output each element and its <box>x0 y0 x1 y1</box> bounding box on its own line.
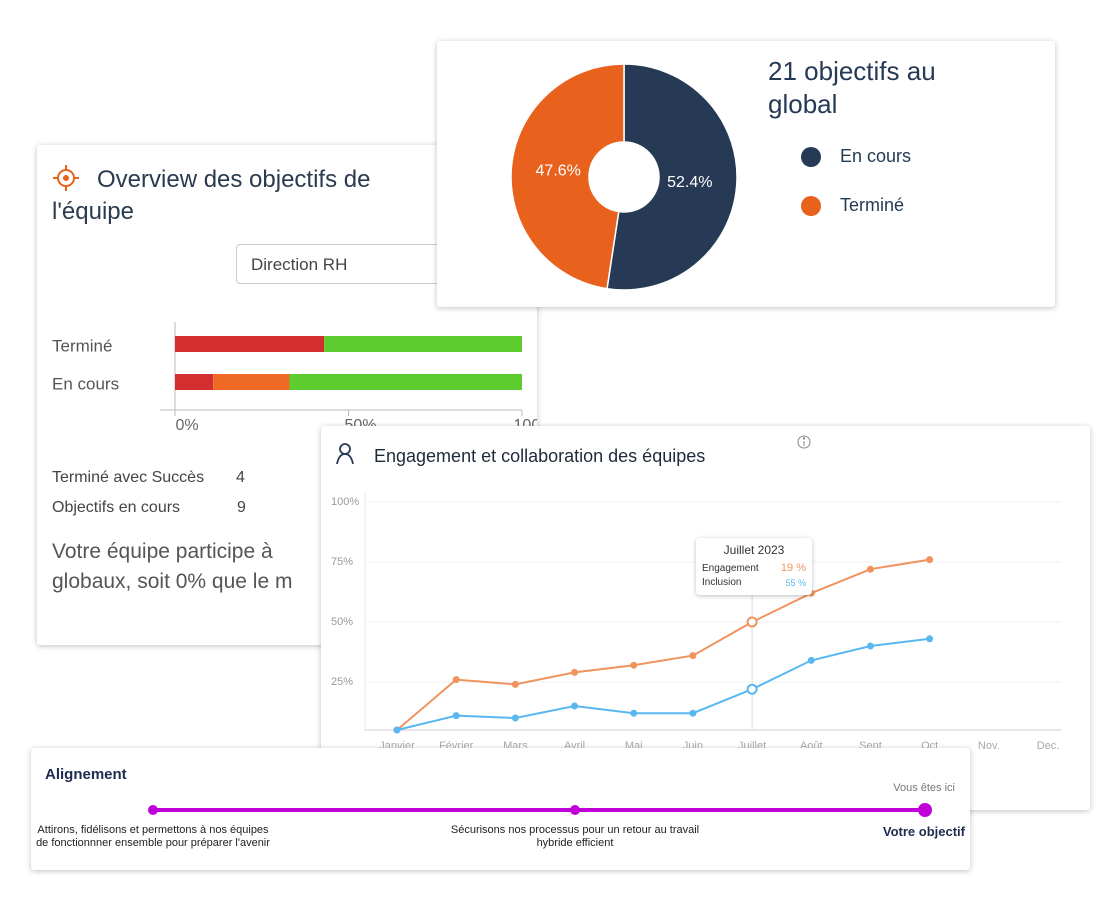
overview-title: Overview des objectifs de l'équipe <box>52 166 371 225</box>
pie-slice <box>510 63 625 290</box>
tooltip-value: 19 % <box>780 562 806 574</box>
point <box>511 714 519 722</box>
y-tick-label: 50% <box>331 616 353 628</box>
y-tick-label: Terminé <box>52 336 112 355</box>
stat-value: 9 <box>237 499 246 516</box>
point <box>866 642 874 650</box>
slice-label: 52.4% <box>667 174 712 191</box>
person-icon <box>336 443 354 465</box>
info-icon[interactable] <box>797 435 811 449</box>
tooltip-value: 55 % <box>785 578 806 588</box>
point <box>452 676 460 684</box>
bar-segment <box>175 336 325 352</box>
target-icon <box>53 165 79 191</box>
point <box>926 556 934 564</box>
pie-title: 21 objectifs au global <box>768 56 936 119</box>
stat-label: Objectifs en cours <box>52 499 181 516</box>
bar-segment <box>324 336 522 352</box>
marker-label: Vous êtes ici <box>893 782 955 794</box>
bar-segment <box>289 374 522 390</box>
step-text: Attirons, fidélisons et permettons à nos… <box>36 824 270 849</box>
stat-label: Terminé avec Succès <box>52 469 205 486</box>
series-line <box>396 637 930 731</box>
tooltip: Juillet 2023 Engagement 19 % Inclusion 5… <box>696 538 812 595</box>
pie-card: 52.4% En cours 47.6% Terminé 21 objectifs a… <box>437 41 1055 307</box>
point <box>689 709 697 717</box>
legend-label: Terminé <box>840 195 904 215</box>
tooltip-label: Engagement <box>702 563 759 574</box>
series-line <box>396 558 930 731</box>
point <box>926 635 934 643</box>
stat-value: 4 <box>236 469 245 486</box>
point <box>807 656 815 664</box>
step-dot <box>570 805 580 815</box>
legend-dot <box>801 147 821 167</box>
y-tick-label: En cours <box>52 374 119 393</box>
alignment-title: Alignement <box>45 766 127 783</box>
point <box>746 683 758 695</box>
step-text: Votre objectif <box>882 824 965 839</box>
point <box>571 702 579 710</box>
line-title: Engagement et collaboration des équipes <box>374 446 706 466</box>
alignment-card: Alignement Vous êtes ici Attirons, fidél… <box>31 748 970 870</box>
sentence-line: globaux, soit 0% que le m <box>52 570 293 593</box>
x-tick-label: 0% <box>175 417 198 434</box>
step-dot <box>148 805 158 815</box>
alignment-svg <box>148 803 932 817</box>
step-dot <box>918 803 932 817</box>
legend-label: En cours <box>840 146 911 166</box>
pie-slice <box>606 63 738 291</box>
step-text: Sécurisons nos processus pour un retour … <box>450 824 700 849</box>
engagement-card: 25% 50% 75% 100% Janvier Février Mars Avril Mai J… <box>321 426 1090 810</box>
point <box>689 652 697 660</box>
bar-segment <box>175 374 214 390</box>
point <box>452 712 460 720</box>
y-tick-label: 25% <box>331 676 353 688</box>
point <box>630 661 638 669</box>
y-tick-label: 75% <box>331 556 353 568</box>
tooltip-label: Inclusion <box>702 577 742 588</box>
bar-segment <box>213 374 290 390</box>
pie-svg: 52.4% En cours 47.6% Terminé <box>510 63 911 291</box>
x-tick-label: Dec. <box>1037 740 1060 752</box>
point <box>393 726 401 734</box>
x-tick-label: Nov. <box>978 740 1000 752</box>
point <box>511 680 519 688</box>
legend-dot <box>801 196 821 216</box>
dropdown-text: Direction RH <box>251 255 348 274</box>
sentence-line: Votre équipe participe à <box>52 540 273 563</box>
point <box>630 709 638 717</box>
point <box>866 565 874 573</box>
tooltip-title: Juillet 2023 <box>723 543 785 557</box>
slice-label: 47.6% <box>536 163 581 180</box>
point <box>571 668 579 676</box>
y-tick-label: 100% <box>331 496 359 508</box>
point <box>746 616 758 628</box>
